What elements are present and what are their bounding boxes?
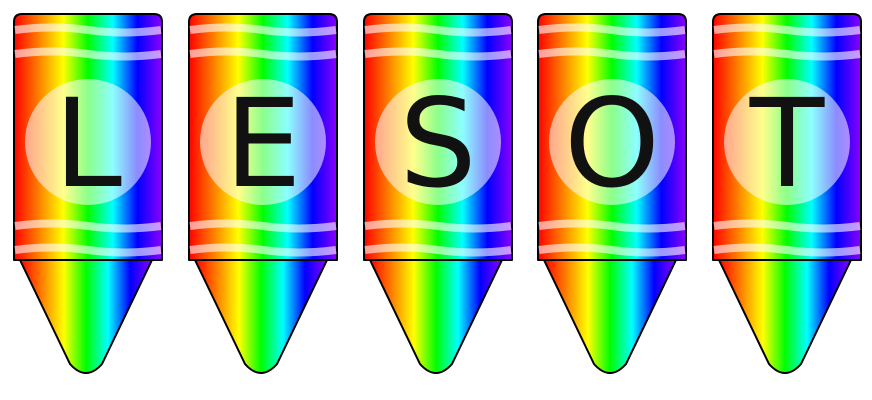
crayon-stripe <box>364 23 512 37</box>
crayon-letter: S <box>399 73 476 215</box>
crayon-letter: L <box>54 73 122 215</box>
crayon-stripe <box>713 219 861 233</box>
crayon-stripe <box>14 23 162 37</box>
crayon-stripe <box>538 219 686 233</box>
crayon-s: S <box>360 0 522 400</box>
crayon-stripe <box>364 47 512 61</box>
crayon-stripe <box>189 219 337 233</box>
crayon-l: L <box>10 0 172 400</box>
letter-circle <box>375 79 501 205</box>
crayon-e: E <box>185 0 347 400</box>
crayon-stripe <box>538 23 686 37</box>
crayon-stripe <box>14 47 162 61</box>
crayon-stripe <box>713 23 861 37</box>
crayon-graphic: S <box>363 13 513 374</box>
crayon-letter: E <box>224 73 301 215</box>
crayon-graphic: O <box>537 13 687 374</box>
letter-circle <box>200 79 326 205</box>
crayon-stripe <box>538 243 686 257</box>
crayon-graphic: T <box>712 13 862 374</box>
letter-circle <box>549 79 675 205</box>
crayon-tip <box>543 259 677 374</box>
crayon-tip <box>194 259 328 374</box>
crayon-tip <box>369 259 503 374</box>
crayon-stripe <box>189 243 337 257</box>
letter-circle <box>25 79 151 205</box>
crayon-stripe <box>14 243 162 257</box>
crayon-t: T <box>709 0 871 400</box>
crayon-stripe <box>14 219 162 233</box>
crayon-tip <box>19 259 153 374</box>
crayon-o: O <box>534 0 696 400</box>
crayon-stripe <box>189 23 337 37</box>
crayon-stripe <box>713 47 861 61</box>
crayon-graphic: L <box>13 13 163 374</box>
crayon-tip <box>718 259 852 374</box>
crayon-stripe <box>364 219 512 233</box>
crayon-stripe <box>189 47 337 61</box>
crayon-stripe <box>538 47 686 61</box>
letter-circle <box>724 79 850 205</box>
crayon-letter: O <box>564 73 660 215</box>
crayon-graphic: E <box>188 13 338 374</box>
crayon-stripe <box>364 243 512 257</box>
crayon-letter: T <box>749 73 825 215</box>
crayon-stripe <box>713 243 861 257</box>
